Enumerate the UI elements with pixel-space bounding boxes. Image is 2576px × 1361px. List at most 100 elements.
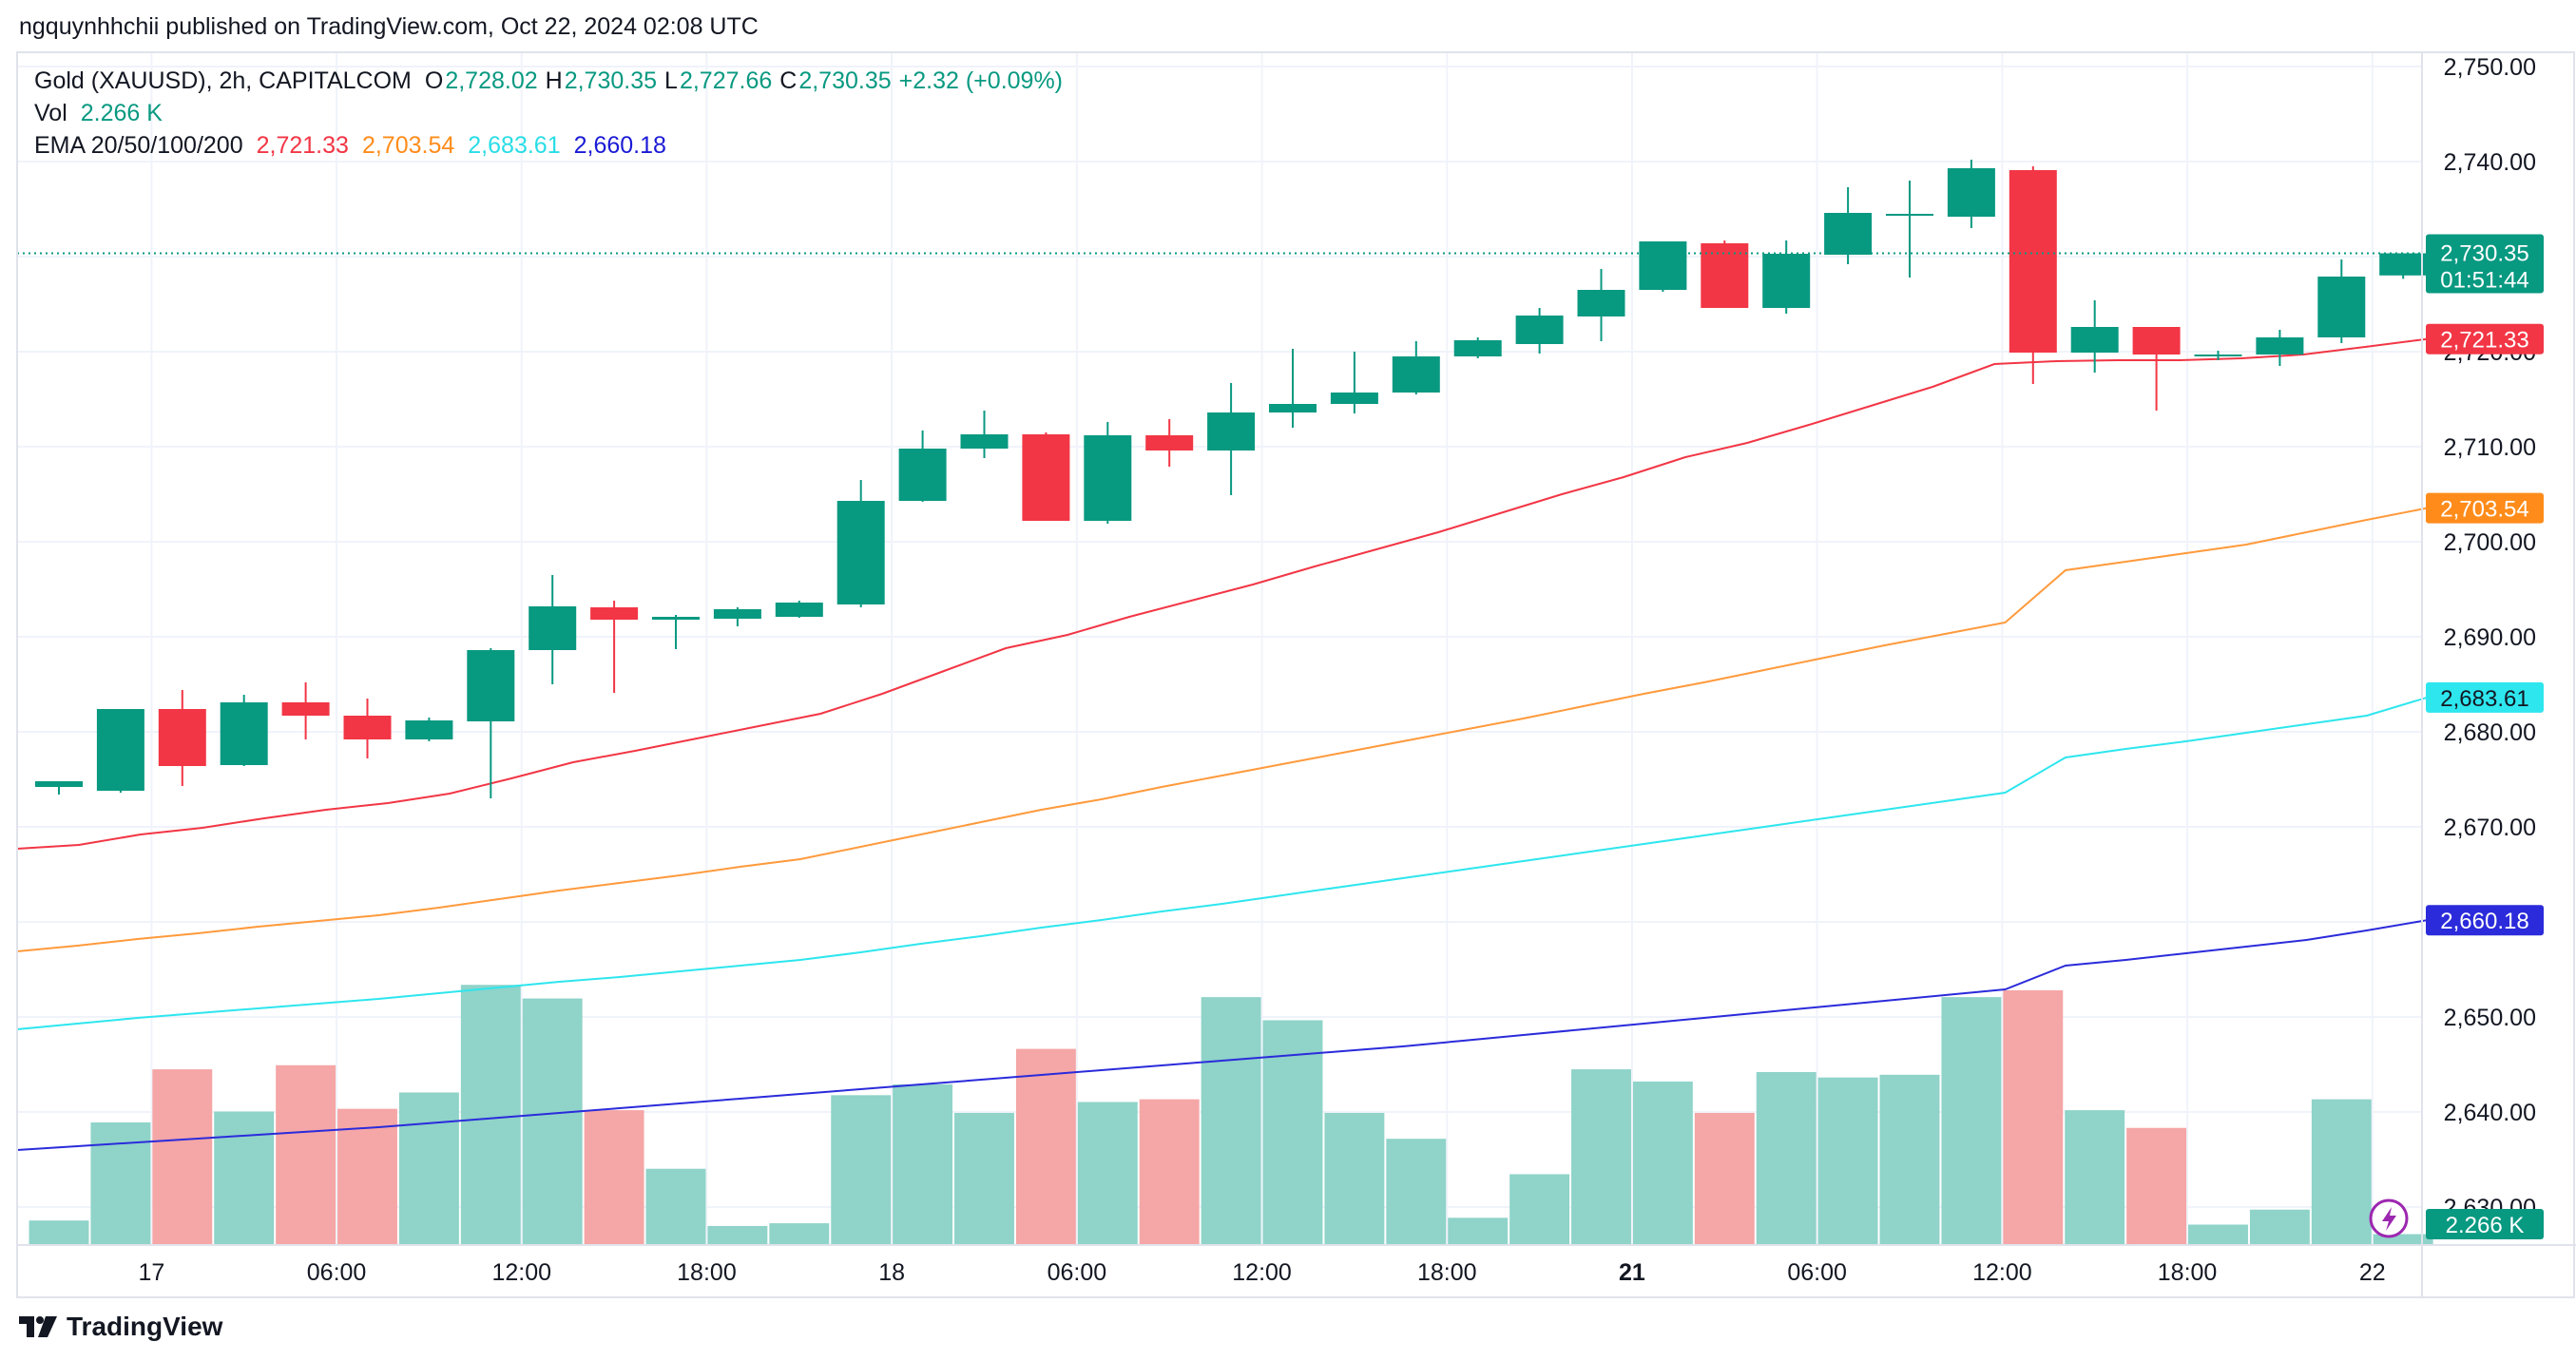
candle-body [836,501,885,604]
volume-bar [707,1225,768,1245]
candle [1207,383,1256,495]
candle-body [281,702,330,716]
volume-bar [1509,1174,1570,1245]
legend-ema-label: EMA 20/50/100/200 [34,132,243,159]
candle-body [775,603,823,617]
price-axis[interactable]: 2,750.002,740.002,730.002,720.002,710.00… [2444,54,2536,1221]
candle [281,682,330,739]
price-tick-label: 2,670.00 [2444,815,2536,841]
ema20-tag [2426,323,2544,355]
time-tick-label: 12:00 [1972,1259,2032,1286]
legend-volume-label: Vol [34,100,67,126]
legend-symbol-row[interactable]: Gold (XAUUSD), 2h, CAPITALCOM O2,728.02 H2… [34,65,1070,97]
legend-low-value: 2,727.66 [679,67,773,94]
legend-ema50-value: 2,703.54 [361,132,455,159]
volume-bar [152,1069,213,1245]
last-price-tag [2426,234,2544,294]
volume-bar [1694,1112,1755,1245]
ema-lines [16,337,2428,1151]
tradingview-logo[interactable]: TradingView [19,1312,222,1342]
candle [220,695,268,766]
candle [1886,181,1933,278]
candle-body [343,716,392,739]
candle-body [220,702,268,765]
candlestick-series [35,160,2428,798]
candle [96,709,144,793]
candle [1762,240,1811,314]
volume-tag [2426,1209,2544,1239]
lightning-icon-bolt [2382,1207,2396,1231]
legend-volume-row[interactable]: Vol 2.266 K [34,97,1070,129]
volume-bar [1879,1074,1940,1245]
volume-bar [276,1064,336,1245]
candle-body [1824,213,1873,255]
candle [1453,337,1502,358]
candle-body [1269,404,1317,412]
candle [1947,160,1995,228]
volume-bar [1015,1048,1076,1245]
ema200-tag-label: 2,660.18 [2440,909,2528,934]
candle-body [2132,327,2181,355]
candle-body [2379,253,2428,276]
volume-bar [831,1095,892,1245]
price-tick-label: 2,680.00 [2444,719,2536,746]
candle [2256,330,2304,366]
volume-bar [1632,1082,1693,1245]
candle [1145,419,1194,467]
candle-body [96,709,144,791]
time-tick-label: 22 [2359,1259,2386,1286]
candle-body [1453,340,1502,356]
ema20-line [16,337,2428,850]
time-axis[interactable]: 17 06:00 12:00 18:00 18 06:00 12:00 18:00 21 06:0… [138,1259,2385,1286]
volume-bar [2373,1234,2433,1245]
candle [1515,308,1564,354]
ema50-tag [2426,492,2544,524]
legend-ema20-value: 2,721.33 [256,132,349,159]
countdown-label: 01:51:44 [2440,268,2528,294]
candle-body [1886,214,1933,216]
price-tick-label: 2,650.00 [2444,1005,2536,1031]
volume-bar [2311,1099,2372,1245]
volume-bar [954,1112,1014,1245]
candle-body [1207,412,1256,450]
candle [1330,352,1378,413]
volume-bar [522,998,583,1245]
time-tick-label: 06:00 [1787,1259,1847,1286]
candle-body [529,606,577,650]
volume-bar [337,1108,397,1245]
candle [836,480,885,607]
candle [2009,166,2057,384]
time-tick-label: 06:00 [307,1259,367,1286]
price-tick-label: 2,640.00 [2444,1100,2536,1126]
time-tick-label: 12:00 [1232,1259,1292,1286]
candle [1639,241,1687,292]
legend-ema200-value: 2,660.18 [573,132,666,159]
volume-bar [1941,997,2002,1245]
volume-bar [1448,1217,1509,1245]
ema50-tag-label: 2,703.54 [2440,497,2528,523]
price-tick-label: 2,710.00 [2444,434,2536,461]
candle-body [35,781,83,787]
volume-bar [769,1223,830,1245]
legend-ema-row[interactable]: EMA 20/50/100/200 2,721.33 2,703.54 2,683.6… [34,129,1070,162]
candle-body [652,617,700,620]
volume-bar [2188,1224,2248,1245]
candle-body [1577,290,1625,316]
volume-bar [1201,997,1261,1245]
legend-volume-value: 2.266 K [80,100,163,126]
lightning-icon[interactable] [2369,1198,2409,1238]
last-price-label: 2,730.35 [2440,241,2528,267]
chart-legend: Gold (XAUUSD), 2h, CAPITALCOM O2,728.02 H2… [34,65,1070,162]
volume-bar [398,1092,459,1245]
price-tick-label: 2,700.00 [2444,529,2536,556]
candle-body [2070,327,2119,353]
volume-bar [1571,1069,1631,1245]
candle [1392,341,1440,394]
candle-body [2317,277,2366,337]
time-tick-label: 06:00 [1048,1259,1107,1286]
candle-body [1639,241,1687,290]
ema100-line [16,696,2428,1030]
volume-bar [90,1122,151,1245]
candle [343,699,392,758]
